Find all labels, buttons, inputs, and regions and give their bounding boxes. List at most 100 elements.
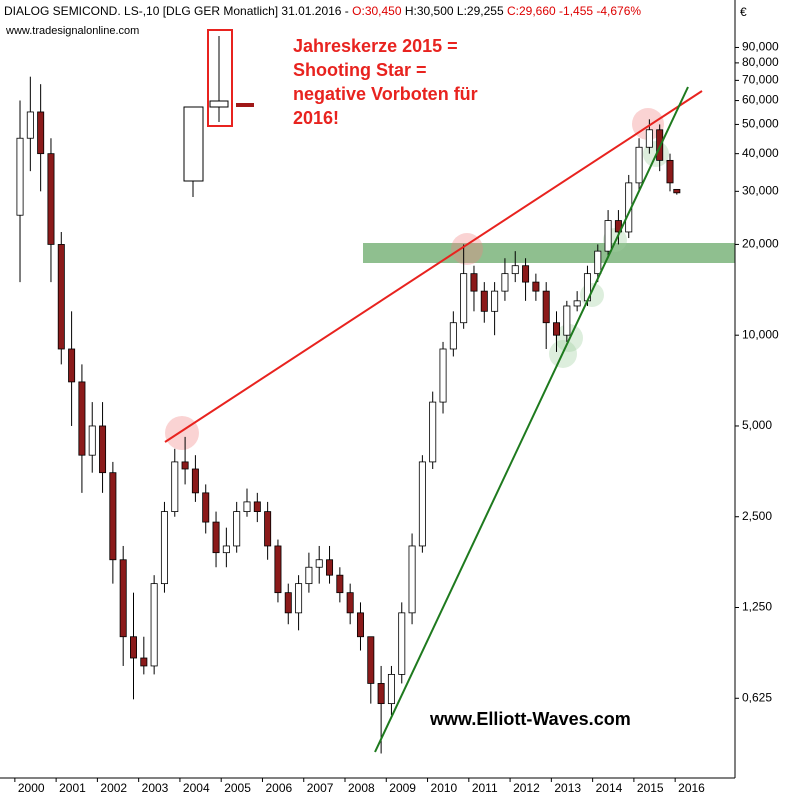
candle-body	[594, 250, 602, 275]
candle-body	[295, 583, 303, 614]
candle-body	[37, 111, 45, 155]
candle-body	[222, 545, 230, 554]
candle-body	[553, 322, 561, 336]
candle-body	[408, 545, 416, 614]
y-tick-label: 50,000	[742, 117, 779, 131]
candle-body	[284, 592, 292, 614]
candle-body	[140, 657, 148, 667]
candle-body	[202, 492, 210, 523]
candle-body	[150, 583, 158, 667]
y-tick-label: 10,000	[742, 327, 779, 341]
x-tick-label: 2001	[59, 781, 86, 795]
candle-body	[57, 244, 65, 350]
body	[209, 100, 229, 108]
y-tick-label: 20,000	[742, 237, 779, 251]
x-tick-label: 2007	[307, 781, 334, 795]
candle-body	[336, 574, 344, 594]
circle	[580, 283, 604, 307]
candle-body	[356, 612, 364, 638]
candle-body	[377, 683, 385, 705]
candle-body	[243, 501, 251, 512]
x-tick-label: 2012	[513, 781, 540, 795]
candle-body	[573, 300, 581, 307]
high: H:30,500	[405, 4, 454, 18]
annotation: negative Vorboten für	[293, 84, 478, 104]
y-tick-label: 80,000	[742, 55, 779, 69]
candle-body	[99, 425, 107, 474]
circle	[165, 416, 199, 450]
y-tick-label: 30,000	[742, 184, 779, 198]
candle-body	[274, 545, 282, 594]
resistance-line	[164, 90, 703, 443]
example-candles	[183, 29, 254, 197]
candle-body	[346, 592, 354, 614]
candle-body	[326, 559, 334, 576]
candle-body	[635, 146, 643, 184]
x-tick-label: 2000	[18, 781, 45, 795]
y-tick-label: 70,000	[742, 73, 779, 87]
candle-body	[532, 281, 540, 292]
x-tick-label: 2006	[265, 781, 292, 795]
candle-body	[367, 636, 375, 684]
x-tick-label: 2002	[100, 781, 127, 795]
candle-body	[645, 129, 653, 148]
candle-body	[470, 273, 478, 292]
y-tick-label: 5,000	[742, 418, 772, 432]
candle-body	[429, 401, 437, 463]
candle-body	[491, 290, 499, 312]
candle-body	[253, 501, 261, 512]
candle-body	[387, 673, 395, 705]
candle-body	[501, 273, 509, 292]
candle-body	[511, 265, 519, 275]
candle-body	[604, 220, 612, 252]
x-tick-label: 2013	[554, 781, 581, 795]
candle-body	[563, 305, 571, 336]
candle-body	[264, 511, 272, 547]
support-zone	[363, 243, 735, 263]
candle-body	[109, 472, 117, 561]
candle-body	[673, 188, 681, 194]
candle-body	[233, 511, 241, 547]
support-line	[374, 86, 689, 753]
marker	[236, 103, 254, 107]
y-tick-label: 2,500	[742, 509, 772, 523]
x-tick-label: 2008	[348, 781, 375, 795]
x-tick-label: 2014	[596, 781, 623, 795]
candle-body	[460, 273, 468, 324]
candle-body	[212, 521, 220, 554]
candle-body	[305, 566, 313, 585]
circle	[451, 233, 483, 265]
annotation: Jahreskerze 2015 =	[293, 36, 458, 56]
annotation: 2016!	[293, 108, 339, 128]
highlight-circles	[165, 108, 669, 450]
candle-body	[16, 137, 24, 216]
open: O:30,450	[352, 4, 402, 18]
candle-body	[26, 111, 34, 139]
x-tick-label: 2010	[431, 781, 458, 795]
candle-body	[191, 468, 199, 494]
plot-area	[16, 76, 681, 754]
candle-body	[439, 348, 447, 403]
candle-body	[47, 153, 55, 245]
y-tick-label: 60,000	[742, 93, 779, 107]
body	[183, 106, 204, 182]
x-tick-label: 2005	[224, 781, 251, 795]
candle-body	[522, 265, 530, 283]
header: DIALOG SEMICOND. LS-,10 [DLG GER Monatli…	[4, 4, 641, 18]
change: C:29,660 -1,455 -4,676%	[507, 4, 641, 18]
y-tick-label: 0,625	[742, 690, 772, 704]
candle-body	[418, 461, 426, 547]
candle-body	[480, 290, 488, 312]
candle-body	[181, 461, 189, 470]
candle-body	[666, 159, 674, 184]
footer: www.Elliott-Waves.com	[429, 709, 631, 729]
frame	[207, 29, 233, 127]
candle-body	[119, 559, 127, 638]
x-tick-label: 2016	[678, 781, 705, 795]
instrument: DIALOG SEMICOND. LS-,10 [DLG GER Monatli…	[4, 4, 349, 18]
candle-body	[78, 381, 86, 456]
x-tick-label: 2003	[142, 781, 169, 795]
candle-body	[160, 511, 168, 585]
candle-body	[449, 322, 457, 350]
